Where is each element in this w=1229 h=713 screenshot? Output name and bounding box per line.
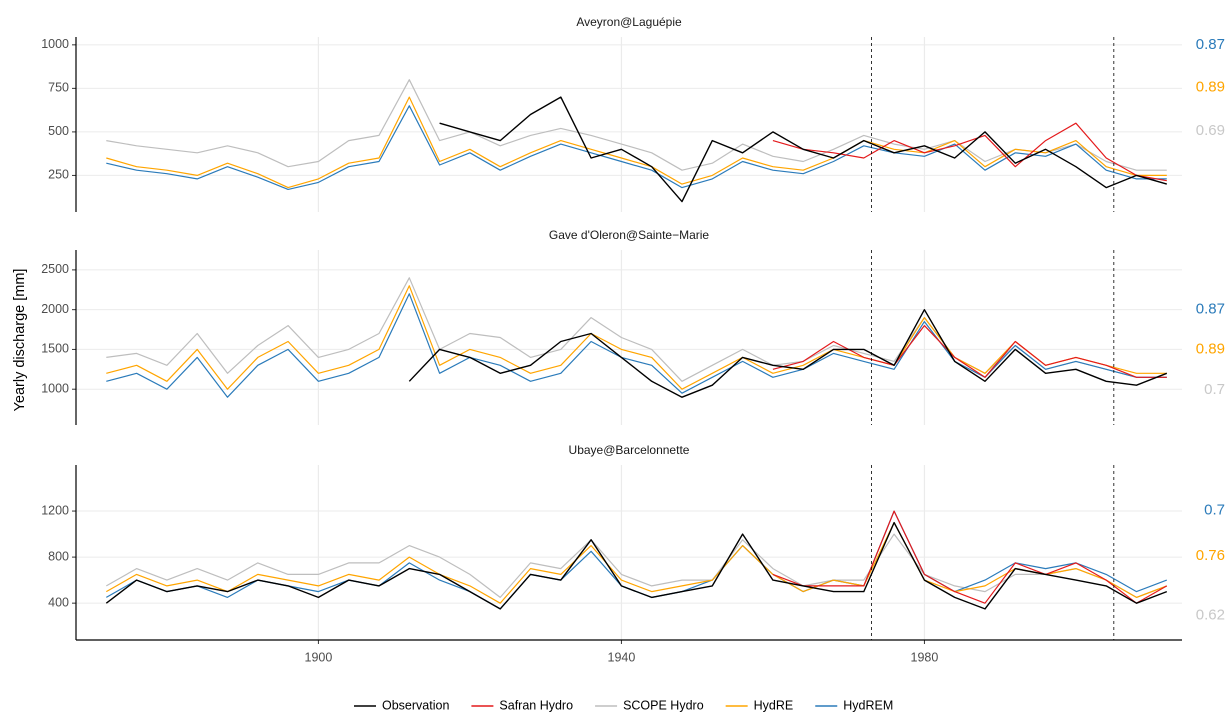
y-tick-label: 1500 <box>41 342 69 356</box>
score-label: 0.87 <box>1196 36 1225 53</box>
y-tick-label: 500 <box>48 124 69 138</box>
legend-label: Safran Hydro <box>499 698 573 712</box>
series-line <box>106 96 1167 189</box>
panel-title: Gave d'Oleron@Sainte−Marie <box>549 228 710 242</box>
score-label: 0.89 <box>1196 79 1225 96</box>
score-label: 0.89 <box>1196 341 1225 358</box>
score-label: 0.69 <box>1196 122 1225 139</box>
y-tick-label: 800 <box>48 549 69 563</box>
score-label: 0.7 <box>1204 501 1225 518</box>
series-line <box>106 510 1168 610</box>
y-tick-label: 750 <box>48 81 69 95</box>
x-tick-label: 1940 <box>608 650 636 664</box>
y-tick-label: 250 <box>48 168 69 182</box>
y-tick-label: 2000 <box>41 302 69 316</box>
y-axis-label: Yearly discharge [mm] <box>12 269 28 412</box>
series-group <box>106 79 1167 203</box>
series-group <box>106 277 1168 398</box>
series-line <box>772 122 1167 182</box>
y-tick-label: 1000 <box>41 37 69 51</box>
series-line <box>408 309 1168 398</box>
series-line <box>106 79 1167 171</box>
series-line <box>106 285 1167 390</box>
series-line <box>439 96 1167 203</box>
legend-label: HydRE <box>754 698 794 712</box>
series-line <box>772 325 1167 378</box>
series-group <box>105 510 1168 610</box>
panel-title: Aveyron@Laguépie <box>576 15 682 29</box>
series-line <box>772 510 1168 604</box>
y-tick-label: 2500 <box>41 262 69 276</box>
series-line <box>105 521 1168 610</box>
legend-label: SCOPE Hydro <box>623 698 704 712</box>
y-tick-label: 400 <box>48 595 69 609</box>
score-label: 0.87 <box>1196 300 1225 317</box>
x-tick-label: 1980 <box>911 650 939 664</box>
series-line <box>106 533 1168 598</box>
legend-label: HydREM <box>843 698 893 712</box>
score-label: 0.76 <box>1196 547 1225 564</box>
series-line <box>106 522 1168 604</box>
legend-label: Observation <box>382 698 449 712</box>
series-line <box>106 105 1167 190</box>
y-tick-label: 1200 <box>41 503 69 517</box>
y-tick-label: 1000 <box>41 382 69 396</box>
score-label: 0.62 <box>1196 606 1225 623</box>
series-line <box>106 277 1167 382</box>
score-label: 0.7 <box>1204 381 1225 398</box>
panel-title: Ubaye@Barcelonnette <box>569 443 690 457</box>
x-tick-label: 1900 <box>305 650 333 664</box>
